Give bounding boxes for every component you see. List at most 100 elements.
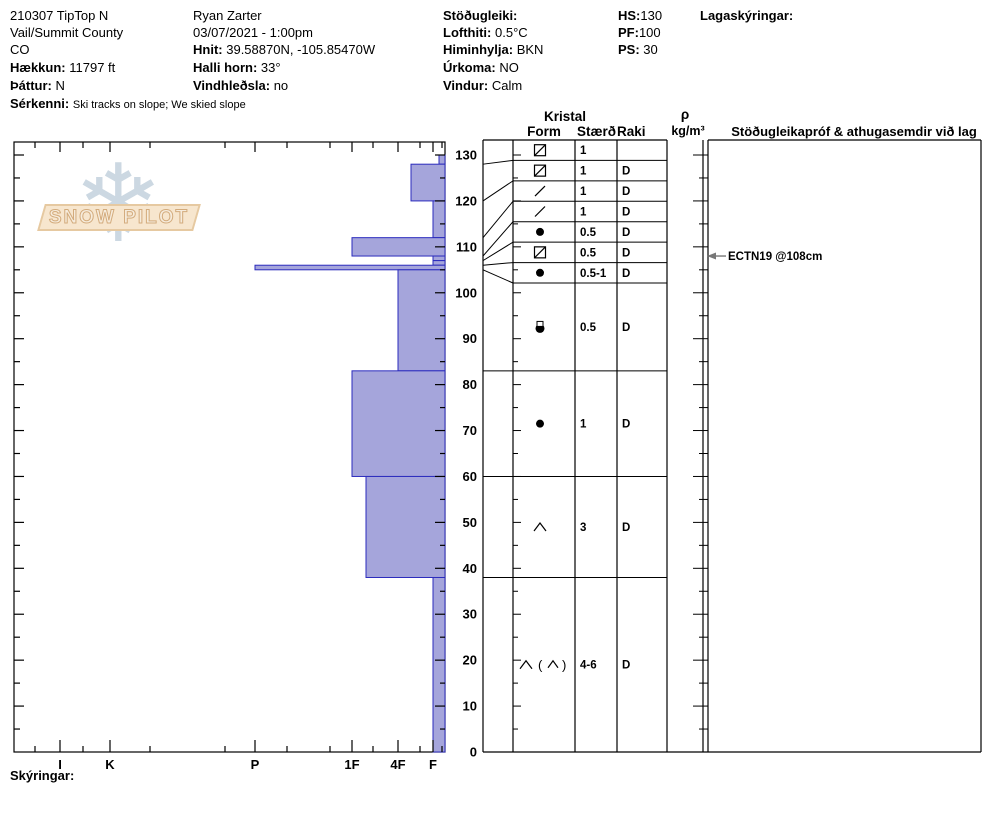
airtemp-field: Lofthiti: 0.5°C (443, 25, 528, 40)
depth-axis-label: 110 (456, 239, 477, 254)
grain-form-caret-icon (519, 659, 533, 670)
grain-form-dot-icon (536, 268, 544, 277)
pf-field: PF:100 (618, 25, 661, 40)
moisture-value: D (622, 419, 630, 431)
hardness-profile-bars (254, 154, 446, 753)
depth-axis-label: 70 (463, 423, 477, 438)
paren-open: ( (538, 658, 543, 673)
coordinates-field: Hnit: 39.58870N, -105.85470W (193, 42, 376, 57)
moisture-value: D (622, 522, 630, 534)
layer-connector-line (482, 221, 514, 257)
depth-axis-label: 40 (463, 561, 477, 576)
snow-layer-bar (410, 163, 446, 202)
depth-axis-label: 80 (463, 377, 477, 392)
moisture-value: D (622, 186, 630, 198)
layer-notes-header: Lagaskýringar: (700, 8, 794, 23)
depth-axis-label: 0 (470, 745, 477, 760)
snowpilot-logo: ❄ SNOW PILOT (35, 142, 210, 276)
grain-size-value: 0.5-1 (580, 268, 607, 280)
pit-location: Vail/Summit County (10, 25, 124, 40)
grain-size-value: 0.5 (580, 322, 597, 334)
crystal-table-row: 0.5 D (533, 246, 630, 259)
hs-field: HS:130 (618, 8, 663, 23)
stability-test-annotation: ECTN19 @108cm (707, 251, 822, 263)
grain-form-boxed-slash-icon (533, 246, 547, 259)
crystal-table-row: 0.5 D (536, 227, 630, 239)
snow-layer-bar (351, 370, 446, 477)
density-header-unit: kg/m³ (671, 124, 704, 138)
stability-field: Stöðugleiki: (443, 8, 518, 23)
snow-layer-bar (365, 475, 446, 578)
sky-cover-field: Himinhylja: BKN (443, 42, 544, 57)
density-header-symbol: ρ (681, 107, 689, 122)
aspect-field: Þáttur: N (10, 78, 65, 93)
legend-label: Skýringar: (10, 768, 75, 783)
grain-size-value: 4-6 (580, 660, 597, 672)
form-column-header: Form (527, 124, 561, 139)
size-column-header: Stærð (577, 124, 616, 139)
pit-state: CO (10, 42, 30, 57)
moisture-value: D (622, 247, 630, 259)
snow-layer-bar (432, 576, 446, 753)
snow-layer-bar (254, 264, 446, 271)
left-arrow-icon (707, 252, 716, 260)
precip-field: Úrkoma: NO (443, 60, 519, 75)
depth-axis-label: 90 (463, 331, 477, 346)
layer-connector-line (482, 159, 514, 165)
wind-field: Vindur: Calm (443, 78, 523, 93)
crystal-table-row: 0.5 D (535, 320, 630, 334)
snow-layer-bar (432, 255, 446, 262)
crystal-table-row: 0.5-1 D (536, 268, 630, 280)
moisture-value: D (622, 227, 630, 239)
grain-size-value: 1 (580, 419, 587, 431)
grain-size-value: 1 (580, 186, 587, 198)
pit-id: 210307 TipTop N (10, 8, 109, 23)
grain-form-dot-icon (536, 227, 544, 236)
hardness-axis-label: F (429, 757, 437, 772)
grain-size-value: 1 (580, 166, 587, 178)
depth-axis-label: 100 (455, 285, 477, 300)
slope-angle-field: Halli horn: 33° (193, 60, 281, 75)
layer-connector-line (482, 262, 514, 266)
crystal-group-header: Kristal (544, 109, 586, 124)
ps-field: PS: 30 (618, 42, 658, 57)
crystal-table-rows: 11 D1 D1 D0.5 D0.5 D0.5-1 D0.5 D1 D3 D() 4-6 D (519, 144, 630, 673)
grain-size-value: 0.5 (580, 227, 597, 239)
grain-form-boxed-slash-icon (533, 144, 547, 157)
depth-axis-label: 120 (455, 193, 477, 208)
depth-axis-label: 60 (463, 469, 477, 484)
layer-connector-line (482, 180, 514, 202)
grain-form-boxed-slash-icon (533, 164, 547, 177)
crystal-table (482, 139, 982, 753)
crystal-table-row: () 4-6 D (519, 658, 630, 673)
depth-axis-label: 30 (463, 607, 477, 622)
grain-size-value: 3 (580, 522, 586, 534)
layer-connector-lines (482, 159, 514, 284)
layer-connector-line (482, 200, 514, 238)
grain-form-slash-icon (534, 185, 546, 197)
moisture-value: D (622, 166, 630, 178)
grain-form-caret-small-icon (547, 659, 559, 669)
depth-axis-label: 20 (463, 653, 477, 668)
paren-close: ) (562, 658, 566, 673)
grain-size-value: 1 (580, 207, 587, 219)
hardness-axis-label: P (251, 757, 260, 772)
moisture-column-header: Raki (617, 124, 646, 139)
hardness-axis-label: I (58, 757, 62, 772)
crystal-table-row: 1 (533, 144, 587, 157)
moisture-value: D (622, 268, 630, 280)
depth-axis-label: 130 (455, 148, 477, 163)
stability-test-label: ECTN19 @108cm (728, 251, 822, 263)
snow-layer-bar (351, 237, 446, 257)
depth-axis-label: 10 (463, 699, 477, 714)
depth-axis-ticks (14, 154, 445, 730)
elevation-field: Hækkun: 11797 ft (10, 60, 116, 75)
